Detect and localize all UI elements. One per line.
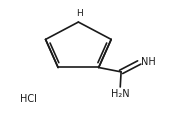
Text: H₂N: H₂N bbox=[111, 90, 130, 99]
Text: NH: NH bbox=[141, 57, 155, 67]
Text: H: H bbox=[76, 9, 83, 18]
Text: HCl: HCl bbox=[20, 94, 37, 104]
